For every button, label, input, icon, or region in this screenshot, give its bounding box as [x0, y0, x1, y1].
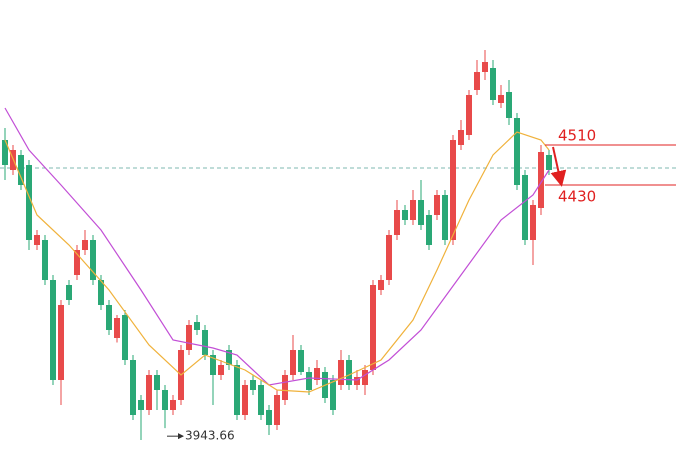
candle-body — [426, 215, 432, 245]
moving-average-line — [4, 131, 550, 393]
candle-body — [274, 395, 280, 425]
candle-body — [162, 390, 168, 410]
candle-body — [338, 360, 344, 385]
candle-body — [226, 350, 232, 365]
candle-body — [122, 315, 128, 360]
candle-body — [370, 285, 376, 370]
candle-body — [314, 368, 320, 380]
annotation-arrow — [550, 146, 567, 187]
candle-body — [42, 240, 48, 280]
candle-body — [530, 205, 536, 240]
candle-body — [498, 95, 504, 103]
candle-body — [154, 375, 160, 390]
candle-body — [210, 355, 216, 375]
candle-body — [450, 140, 456, 240]
candle-body — [506, 92, 512, 118]
candle-body — [218, 365, 224, 375]
candle-body — [418, 200, 424, 225]
candle-body — [386, 235, 392, 280]
candle-body — [394, 210, 400, 235]
candle-body — [546, 155, 552, 170]
candle-body — [26, 165, 32, 240]
candle-body — [258, 385, 264, 415]
candle-body — [114, 318, 120, 338]
candle-body — [402, 210, 408, 220]
candle-body — [490, 68, 496, 100]
candle-body — [522, 175, 528, 240]
candle-body — [186, 325, 192, 350]
candle-body — [146, 375, 152, 410]
candle-body — [514, 118, 520, 185]
candle-body — [106, 305, 112, 330]
candle-body — [482, 62, 488, 72]
candle-body — [346, 360, 352, 385]
candle-body — [2, 140, 8, 165]
candle-body — [194, 322, 200, 330]
candle-body — [306, 372, 312, 390]
candle-body — [234, 365, 240, 415]
annotation-label: 4510 — [558, 127, 596, 145]
candle-body — [458, 130, 464, 145]
candle-body — [170, 400, 176, 410]
candle-body — [538, 152, 544, 208]
candle-body — [282, 375, 288, 400]
candle-body — [466, 95, 472, 135]
candle-body — [410, 200, 416, 220]
candle-body — [50, 280, 56, 380]
candle-body — [354, 377, 360, 385]
candle-body — [98, 280, 104, 305]
candle-body — [442, 195, 448, 240]
candle-body — [34, 235, 40, 245]
annotation-label: 4430 — [558, 188, 596, 206]
candle-body — [58, 305, 64, 380]
candle-body — [266, 410, 272, 425]
candle-body — [378, 280, 384, 290]
candle-body — [242, 385, 248, 415]
candle-body — [298, 350, 304, 372]
candle-body — [250, 380, 256, 390]
candle-body — [362, 370, 368, 385]
candle-body — [434, 195, 440, 215]
candle-body — [202, 330, 208, 355]
candle-body — [90, 240, 96, 280]
candle-body — [18, 155, 24, 185]
candle-body — [290, 350, 296, 375]
candle-body — [74, 250, 80, 275]
candle-body — [130, 360, 136, 415]
candle-body — [330, 380, 336, 410]
candle-body — [474, 72, 480, 90]
candle-body — [138, 400, 144, 410]
low-label: 3943.66 — [185, 429, 235, 443]
candle-body — [82, 240, 88, 250]
candle-body — [66, 285, 72, 300]
